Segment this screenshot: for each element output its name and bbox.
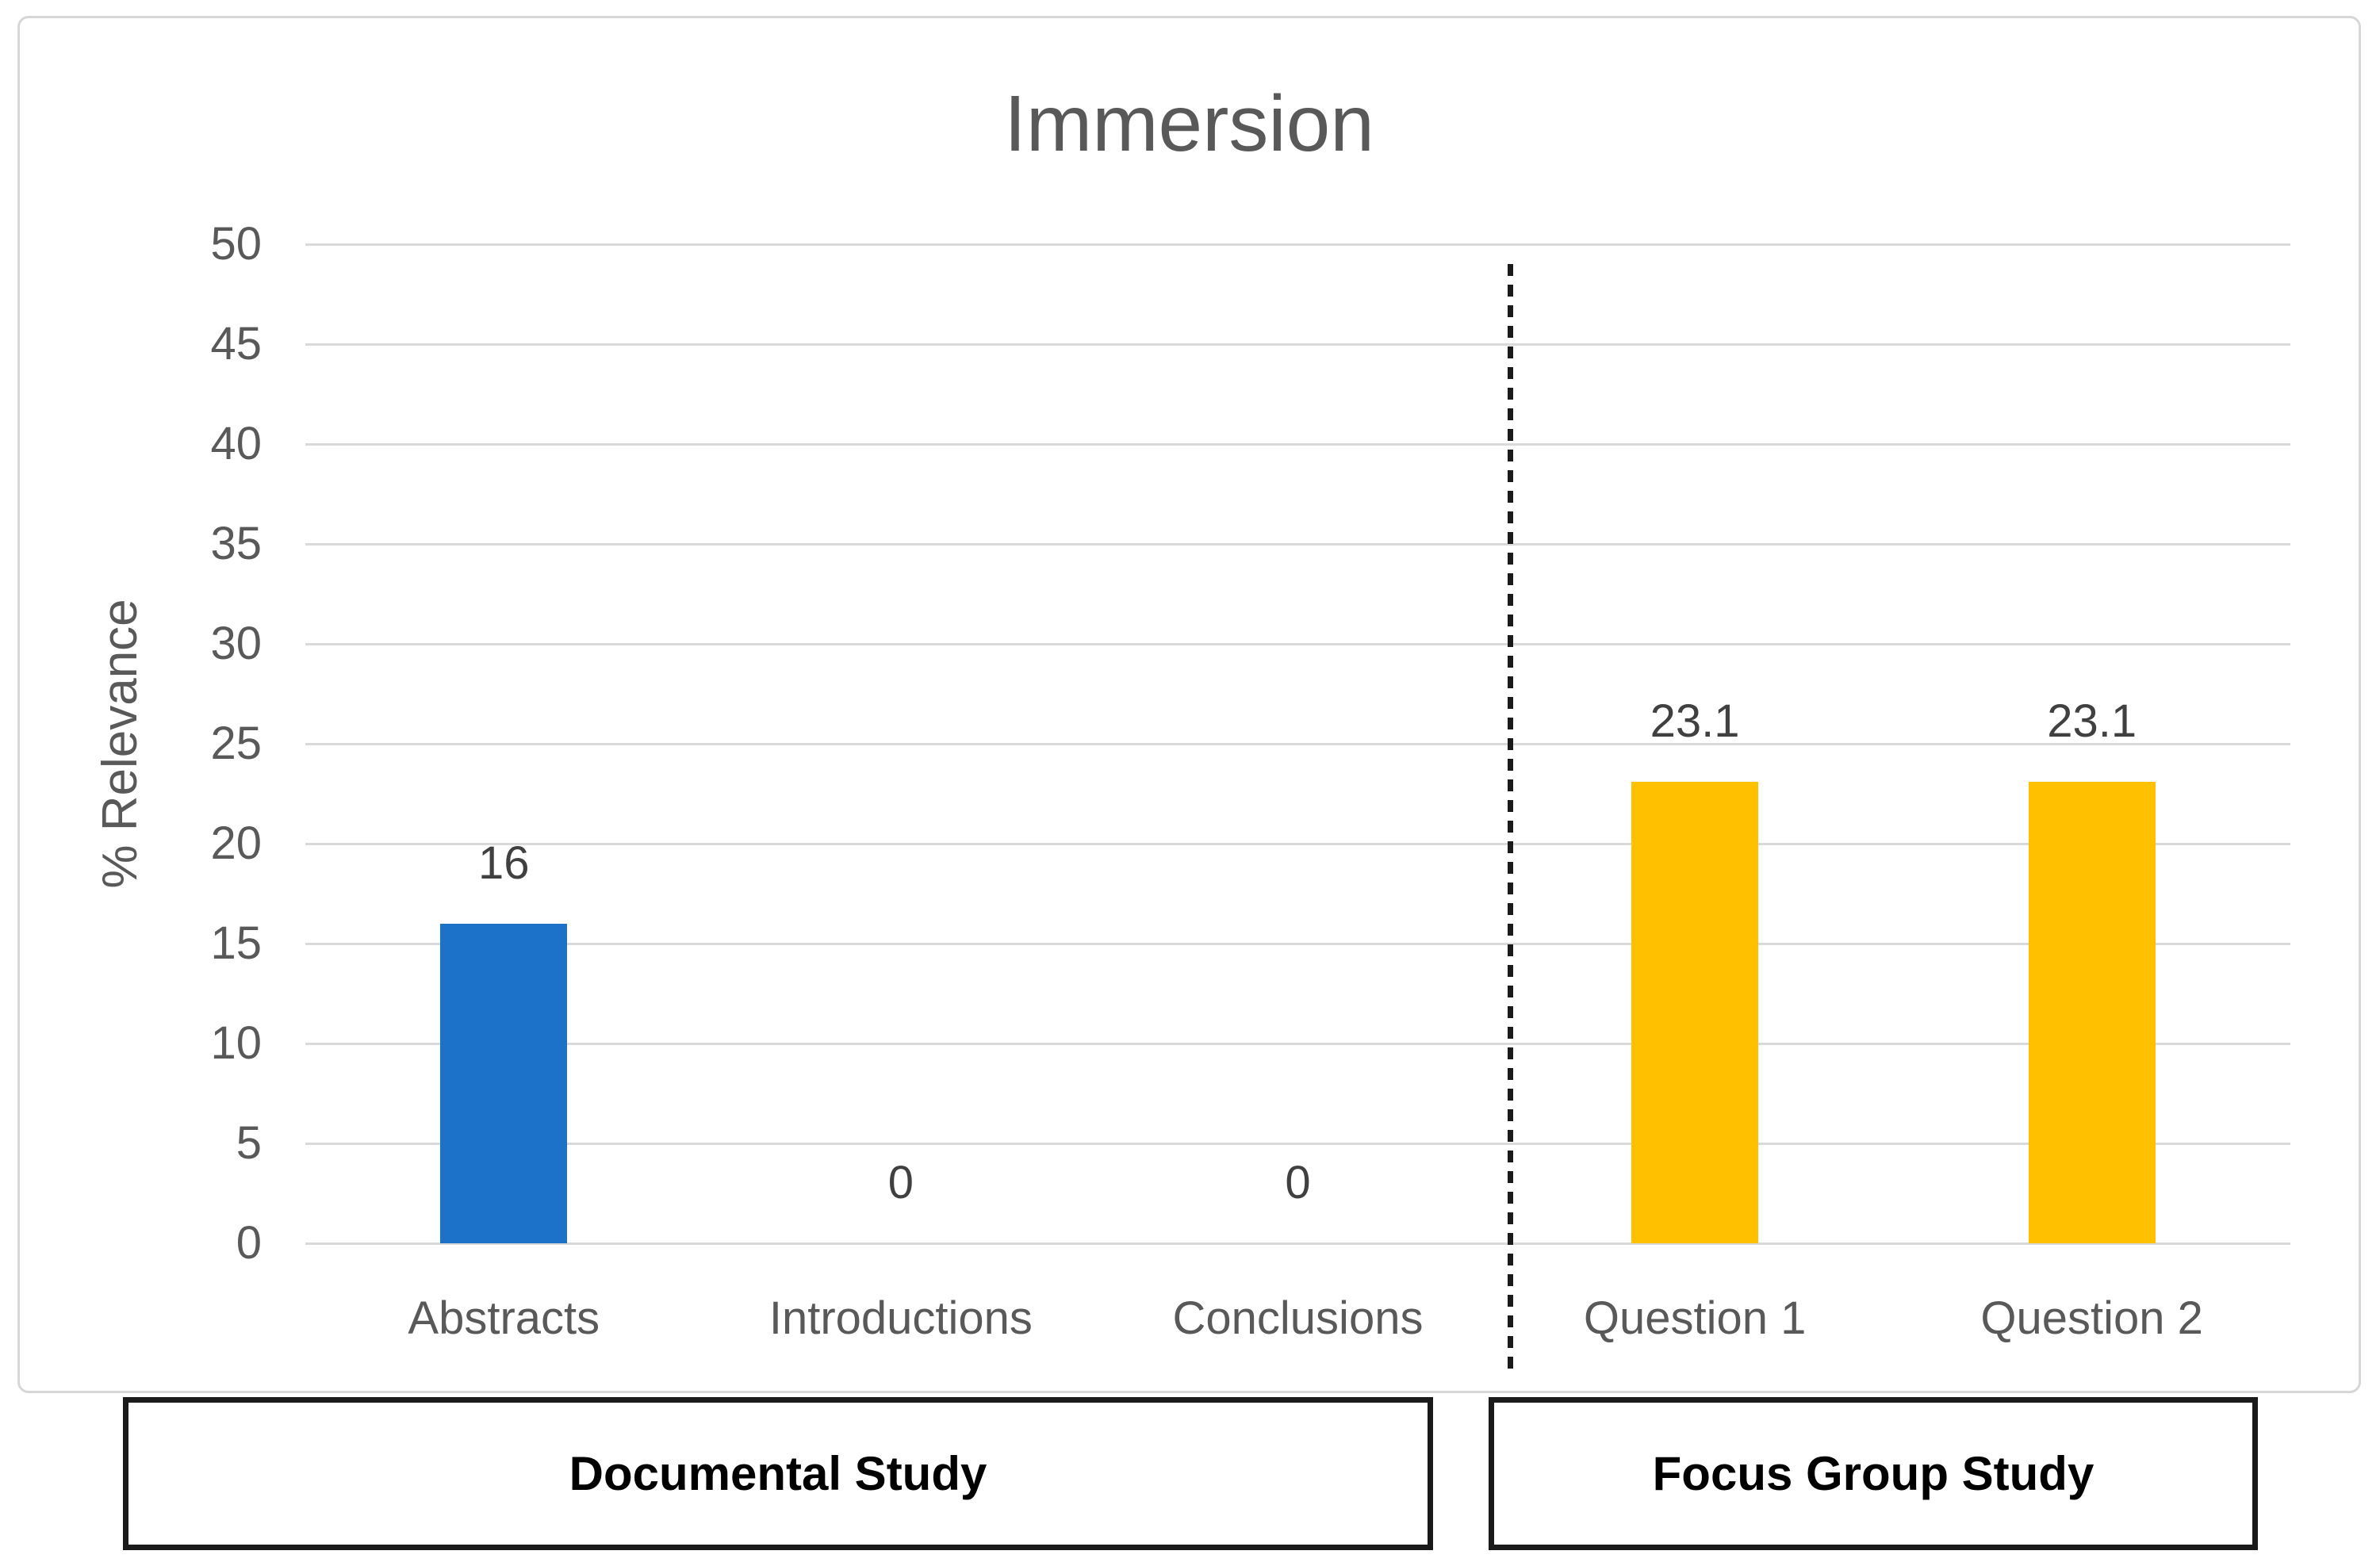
x-axis-label-question-2: Question 2: [1980, 1292, 2203, 1344]
y-tick-label: 10: [210, 1017, 262, 1069]
chart-title: Immersion: [1004, 79, 1374, 168]
study-separator-dashed-line: [1508, 264, 1513, 1374]
data-label-conclusions: 0: [1285, 1157, 1311, 1208]
x-axis-label-introductions: Introductions: [768, 1292, 1033, 1344]
x-axis-label-abstracts: Abstracts: [408, 1292, 600, 1344]
gridline: [305, 243, 2290, 246]
gridline: [305, 343, 2290, 346]
y-tick-label: 15: [210, 917, 262, 969]
gridline: [305, 1143, 2290, 1145]
y-tick-label: 5: [236, 1117, 262, 1169]
y-tick-label: 20: [210, 817, 262, 869]
data-label-introductions: 0: [887, 1157, 914, 1208]
bar-question-2: [2028, 781, 2156, 1243]
group-box-documental-label: Documental Study: [569, 1447, 987, 1500]
y-tick-label: 45: [210, 318, 262, 369]
x-axis-label-question-1: Question 1: [1583, 1292, 1807, 1344]
gridline: [305, 543, 2290, 546]
gridline: [305, 943, 2290, 945]
y-tick-label: 0: [236, 1217, 262, 1269]
gridline: [305, 1242, 2290, 1245]
group-box-focus-group-study: Focus Group Study: [1489, 1397, 2258, 1550]
data-label-abstracts: 16: [478, 837, 530, 889]
data-label-question-1: 23.1: [1650, 695, 1740, 747]
gridline: [305, 443, 2290, 446]
gridline: [305, 1043, 2290, 1045]
y-tick-label: 50: [210, 218, 262, 270]
data-label-question-2: 23.1: [2047, 695, 2137, 747]
y-tick-label: 25: [210, 718, 262, 769]
gridline: [305, 843, 2290, 845]
x-axis-label-conclusions: Conclusions: [1172, 1292, 1424, 1344]
gridline: [305, 743, 2290, 745]
bar-abstracts: [440, 923, 568, 1243]
y-tick-label: 30: [210, 618, 262, 669]
bar-question-1: [1631, 781, 1759, 1243]
y-tick-label: 40: [210, 418, 262, 469]
group-box-focus-label: Focus Group Study: [1652, 1447, 2094, 1500]
group-box-documental-study: Documental Study: [123, 1397, 1433, 1550]
gridline: [305, 643, 2290, 645]
y-tick-label: 35: [210, 518, 262, 569]
